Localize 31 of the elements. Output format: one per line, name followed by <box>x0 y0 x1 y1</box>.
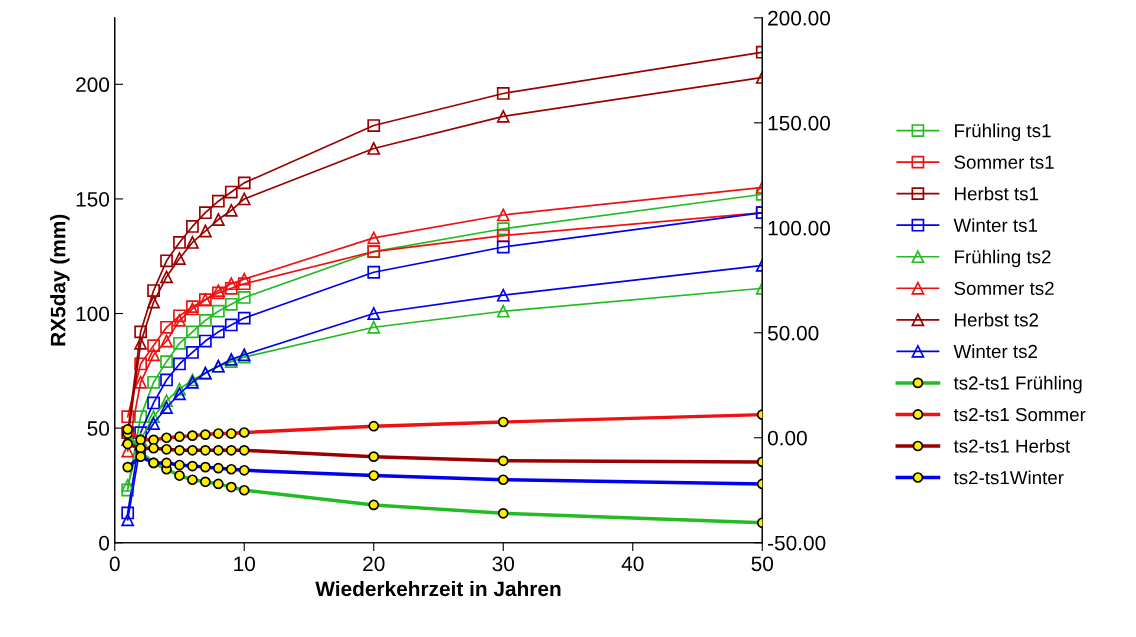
legend-label: ts2-ts1 Sommer <box>953 407 1086 422</box>
y-axis-title: RX5day (mm) <box>50 214 70 346</box>
y-tick-label: 50 <box>87 421 110 436</box>
legend-label: Herbst ts2 <box>955 312 1039 327</box>
y-tick-label: 100 <box>76 306 110 322</box>
legend-label: Frühling ts2 <box>955 249 1051 268</box>
x-tick-label: 40 <box>621 556 644 572</box>
y2-tick-label: -50.00 <box>768 535 826 551</box>
legend-label: Sommer ts2 <box>954 281 1054 296</box>
legend-label: ts2-ts1 Herbst <box>953 438 1071 453</box>
x-tick-label: 30 <box>492 556 515 572</box>
x-tick-label: 20 <box>363 556 385 572</box>
y-tick-label: 0 <box>99 535 110 551</box>
x-tick-label: 0 <box>109 556 120 572</box>
legend-label: ts2-ts1Winter <box>953 470 1064 485</box>
legend-label: Frühling ts1 <box>955 123 1051 142</box>
y-tick-label: 200 <box>76 77 110 93</box>
legend-label: Winter ts1 <box>953 218 1037 232</box>
y2-tick-label: 100.00 <box>768 220 831 236</box>
y2-tick-label: 200.00 <box>768 10 831 26</box>
x-tick-label: 50 <box>751 556 774 572</box>
y2-tick-label: 50.00 <box>767 325 819 341</box>
x-tick-label: 10 <box>234 556 256 572</box>
y2-tick-label: 150.00 <box>768 115 831 131</box>
x-axis-title: Wiederkehrzeit in Jahren <box>315 580 561 597</box>
legend-label: ts2-ts1 Frühling <box>953 375 1082 394</box>
legend-label: Sommer ts1 <box>954 155 1054 169</box>
y2-tick-label: 0.00 <box>767 430 807 446</box>
legend-label: Herbst ts1 <box>955 186 1039 201</box>
legend-label: Winter ts2 <box>953 344 1037 359</box>
y-tick-label: 150 <box>76 191 110 207</box>
